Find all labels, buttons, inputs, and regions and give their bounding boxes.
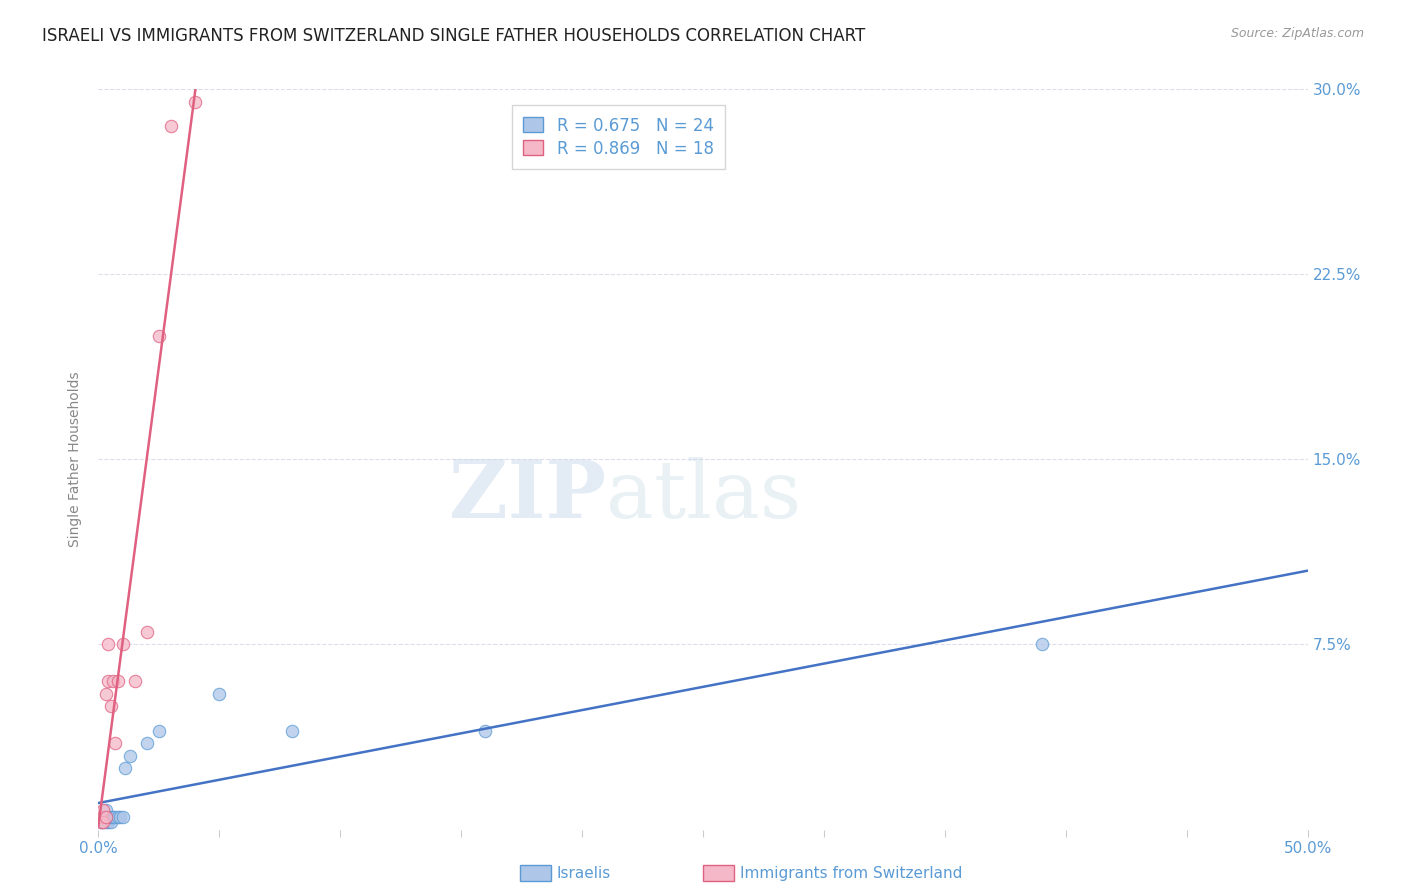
Point [184,95,207,109]
Legend: R = 0.675   N = 24, R = 0.869   N = 18: R = 0.675 N = 24, R = 0.869 N = 18 [512,105,725,169]
Text: Israelis: Israelis [557,866,612,880]
Point [118,748,141,763]
Point [94,810,117,824]
Point [281,723,304,738]
Point [94,815,117,830]
Text: ISRAELI VS IMMIGRANTS FROM SWITZERLAND SINGLE FATHER HOUSEHOLDS CORRELATION CHAR: ISRAELI VS IMMIGRANTS FROM SWITZERLAND S… [42,27,866,45]
Point [114,761,136,775]
Point [100,699,122,714]
Point [91,815,114,830]
Point [101,674,124,689]
Point [90,810,112,824]
Point [91,803,114,817]
Point [101,810,124,824]
Text: atlas: atlas [606,458,801,535]
Point [135,625,157,640]
Point [104,810,127,824]
Point [94,803,117,817]
Point [135,736,157,750]
Point [100,810,122,824]
Point [160,119,183,133]
Text: Source: ZipAtlas.com: Source: ZipAtlas.com [1230,27,1364,40]
Point [208,687,231,701]
Point [107,810,129,824]
Point [111,810,134,824]
Point [97,810,120,824]
Point [107,674,129,689]
Point [90,815,112,830]
Point [97,674,120,689]
Text: Immigrants from Switzerland: Immigrants from Switzerland [740,866,962,880]
Point [104,736,127,750]
Point [97,637,120,651]
Point [94,810,117,824]
Y-axis label: Single Father Households: Single Father Households [69,372,83,547]
Point [100,815,122,830]
Point [474,723,496,738]
Point [90,815,112,830]
Point [91,815,114,830]
Point [91,810,114,824]
Point [90,810,112,824]
Point [97,815,120,830]
Point [108,810,131,824]
Point [111,637,134,651]
Point [1031,637,1053,651]
Point [124,674,146,689]
Point [148,329,170,343]
Point [94,687,117,701]
Text: ZIP: ZIP [450,458,606,535]
Point [148,723,170,738]
